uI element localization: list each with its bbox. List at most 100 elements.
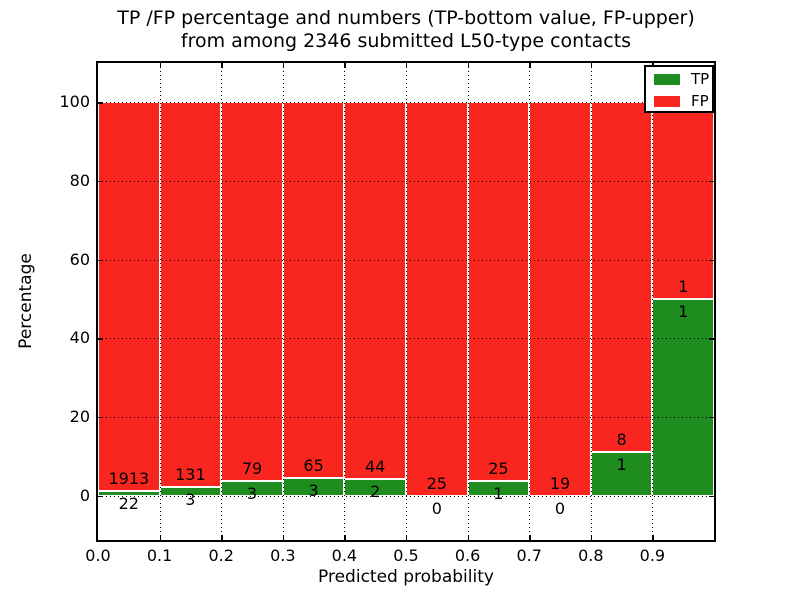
gridline-horizontal xyxy=(98,181,714,183)
bar-fp-segment xyxy=(98,102,160,492)
gridline-vertical xyxy=(467,63,469,540)
x-tick-label: 0.2 xyxy=(208,546,234,565)
x-tick-mark xyxy=(529,63,531,68)
x-tick-label: 0.6 xyxy=(454,546,481,565)
x-tick-mark xyxy=(159,535,161,540)
x-tick-mark xyxy=(221,63,223,68)
annotation-tp-count: 1 xyxy=(493,483,504,503)
x-tick-mark xyxy=(406,63,408,68)
x-axis-label: Predicted probability xyxy=(318,567,494,587)
gridline-vertical xyxy=(406,63,407,540)
annotation-tp-count: 1 xyxy=(616,455,627,475)
annotation-tp-count: 3 xyxy=(246,484,258,504)
legend-swatch-tp-icon xyxy=(654,73,680,85)
y-tick-mark xyxy=(709,181,714,183)
x-tick-mark xyxy=(159,63,161,68)
bar-tp-segment xyxy=(590,452,653,496)
y-tick-label: 0 xyxy=(79,485,90,505)
y-tick-mark xyxy=(98,338,103,340)
annotation-tp-count: 3 xyxy=(185,489,196,509)
y-tick-label: 60 xyxy=(69,249,90,269)
chart-title-line1: TP /FP percentage and numbers (TP-bottom… xyxy=(117,7,695,29)
x-tick-label: 0.8 xyxy=(578,546,604,565)
gridline-vertical xyxy=(282,63,284,540)
legend-swatch-fp-icon xyxy=(654,95,680,107)
annotation-tp-count: 3 xyxy=(308,481,319,501)
y-tick-mark xyxy=(709,495,714,498)
x-tick-mark xyxy=(282,535,285,540)
gridline-vertical xyxy=(344,63,346,540)
annotation-fp-count: 131 xyxy=(175,464,206,484)
x-tick-mark xyxy=(221,535,223,540)
x-tick-mark xyxy=(590,63,593,68)
legend-label-fp: FP xyxy=(691,91,709,110)
x-tick-mark xyxy=(590,535,593,540)
annotation-fp-count: 65 xyxy=(303,456,324,476)
y-tick-mark xyxy=(98,181,103,183)
x-tick-mark xyxy=(282,63,285,68)
x-tick-label: 0.3 xyxy=(270,546,296,565)
bar-fp-segment xyxy=(344,102,406,479)
x-tick-mark xyxy=(344,63,346,68)
x-tick-label: 0.5 xyxy=(393,546,419,565)
bar-fp-segment xyxy=(221,102,283,482)
y-axis-label: Percentage xyxy=(16,253,36,349)
y-tick-mark xyxy=(709,259,714,262)
annotation-tp-count: 0 xyxy=(554,498,566,518)
bar-fp-segment xyxy=(529,102,591,496)
annotation-fp-count: 1913 xyxy=(108,469,150,489)
annotation-fp-count: 79 xyxy=(241,459,263,479)
y-tick-mark xyxy=(98,102,103,104)
x-tick-label: 0.0 xyxy=(85,546,111,565)
x-tick-label: 0.1 xyxy=(146,546,173,565)
annotation-tp-count: 2 xyxy=(370,481,381,501)
gridline-vertical xyxy=(652,63,654,540)
gridline-horizontal xyxy=(98,102,714,104)
x-tick-mark xyxy=(406,535,408,540)
x-tick-label: 0.4 xyxy=(331,546,358,565)
legend-row-tp: TP xyxy=(646,69,712,89)
chart-title: TP /FP percentage and numbers (TP-bottom… xyxy=(97,7,715,53)
y-tick-mark xyxy=(98,259,103,262)
x-tick-mark xyxy=(467,63,469,68)
bar-tp-segment xyxy=(98,491,160,496)
legend-row-fp: FP xyxy=(646,91,712,111)
legend-label-tp: TP xyxy=(691,69,710,88)
annotation-tp-count: 0 xyxy=(431,498,442,518)
y-tick-label: 80 xyxy=(69,171,90,191)
plot-area: TP FP 1913 22 131 3 79 3 65 3 44 2 25 0 25 1 19 0 8 1 1 1 xyxy=(96,61,716,542)
x-tick-mark xyxy=(467,535,469,540)
annotation-fp-count: 19 xyxy=(549,473,571,493)
gridline-horizontal xyxy=(98,417,714,419)
annotation-fp-count: 1 xyxy=(678,277,689,297)
y-tick-mark xyxy=(709,417,714,419)
bar-tp-segment xyxy=(652,299,714,496)
gridline-vertical xyxy=(159,63,161,540)
legend: TP FP xyxy=(644,65,714,113)
x-tick-mark xyxy=(652,535,654,540)
y-tick-mark xyxy=(98,417,103,419)
annotation-fp-count: 44 xyxy=(365,456,386,476)
bar-fp-segment xyxy=(282,102,345,479)
x-tick-label: 0.7 xyxy=(516,546,542,565)
bar-fp-segment xyxy=(652,102,714,300)
gridline-vertical xyxy=(590,63,592,540)
y-tick-label: 20 xyxy=(69,407,90,427)
x-tick-mark xyxy=(344,535,346,540)
annotation-fp-count: 25 xyxy=(426,473,447,493)
bar-fp-segment xyxy=(159,102,222,487)
gridline-vertical xyxy=(221,63,223,540)
gridline-horizontal xyxy=(98,259,714,261)
annotation-fp-count: 8 xyxy=(616,430,627,450)
annotation-fp-count: 25 xyxy=(488,458,509,478)
y-tick-label: 40 xyxy=(69,328,90,348)
annotation-tp-count: 22 xyxy=(118,494,139,514)
y-tick-mark xyxy=(98,495,103,498)
chart-title-line2: from among 2346 submitted L50-type conta… xyxy=(180,30,632,52)
annotation-tp-count: 1 xyxy=(678,302,689,322)
gridline-horizontal xyxy=(98,495,714,497)
gridline-vertical xyxy=(529,63,531,540)
x-tick-mark xyxy=(529,535,531,540)
x-tick-label: 0.9 xyxy=(639,546,666,565)
